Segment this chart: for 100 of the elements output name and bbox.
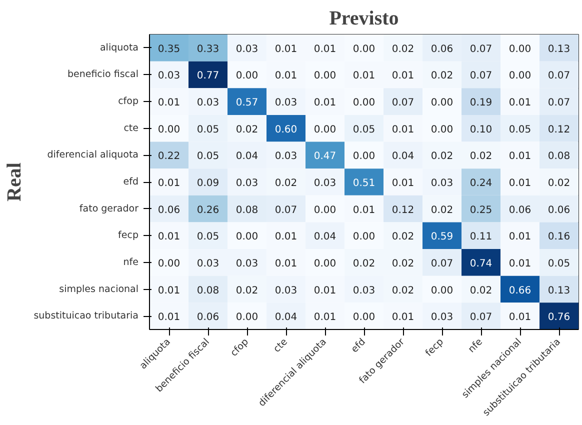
x-tick-label: nfe: [466, 336, 485, 356]
y-tick-label: aliquota: [100, 42, 139, 54]
data-label: 0.00: [352, 151, 376, 162]
data-label: 0.00: [430, 285, 454, 296]
data-label: 0.01: [274, 70, 298, 82]
data-label: 0.03: [430, 178, 454, 189]
data-label: 0.00: [314, 124, 336, 136]
data-label: 0.24: [470, 178, 492, 189]
data-label: 0.01: [158, 312, 180, 324]
data-label: 0.02: [392, 258, 414, 270]
data-label: 0.03: [196, 98, 220, 109]
data-label: 0.12: [392, 204, 414, 216]
data-label: 0.51: [352, 178, 376, 189]
data-label: 0.47: [314, 151, 336, 162]
data-label: 0.06: [508, 204, 532, 216]
y-tick-label: nfe: [123, 256, 139, 268]
data-label: 0.01: [392, 124, 414, 136]
data-label: 0.11: [470, 232, 492, 243]
data-label: 0.01: [508, 258, 532, 270]
data-label: 0.01: [352, 70, 376, 82]
data-label: 0.00: [314, 204, 336, 216]
data-label: 0.05: [196, 124, 220, 136]
data-label: 0.60: [274, 124, 298, 136]
data-label: 0.01: [158, 98, 180, 109]
data-label: 0.02: [392, 44, 414, 55]
data-label: 0.01: [158, 232, 180, 243]
data-label: 0.05: [196, 151, 220, 162]
data-label: 0.06: [548, 204, 570, 216]
data-label: 0.02: [352, 258, 376, 270]
data-label: 0.00: [352, 44, 376, 55]
data-label: 0.01: [352, 204, 376, 216]
data-label: 0.59: [430, 232, 454, 243]
data-label: 0.22: [158, 151, 180, 162]
data-label: 0.04: [274, 312, 298, 324]
data-label: 0.66: [508, 285, 532, 296]
data-label: 0.57: [236, 98, 258, 109]
data-label: 0.00: [236, 70, 258, 82]
data-label: 0.03: [274, 98, 298, 109]
data-label: 0.08: [196, 285, 220, 296]
data-label: 0.01: [508, 232, 532, 243]
data-label: 0.13: [548, 44, 570, 55]
data-label: 0.01: [314, 285, 336, 296]
data-label: 0.06: [430, 44, 454, 55]
data-label: 0.02: [274, 178, 298, 189]
data-label: 0.00: [508, 44, 532, 55]
y-tick-label: simples nacional: [59, 284, 138, 295]
data-label: 0.01: [314, 312, 336, 324]
data-label: 0.01: [392, 312, 414, 324]
data-label: 0.04: [392, 151, 414, 162]
data-label: 0.13: [548, 285, 570, 296]
data-label: 0.02: [430, 151, 454, 162]
data-label: 0.00: [430, 98, 454, 109]
data-label: 0.02: [470, 151, 492, 162]
data-label: 0.02: [236, 124, 258, 136]
data-label: 0.76: [548, 312, 570, 324]
y-tick-label: fecp: [118, 230, 139, 242]
data-label: 0.00: [314, 258, 336, 270]
y-tick-label: cfop: [118, 96, 139, 108]
data-label: 0.00: [508, 70, 532, 82]
data-label: 0.03: [236, 258, 258, 270]
data-label: 0.01: [158, 285, 180, 296]
data-label: 0.05: [196, 232, 220, 243]
data-label: 0.07: [548, 98, 570, 109]
data-label: 0.02: [392, 232, 414, 243]
x-tick-label: cte: [272, 336, 290, 355]
data-label: 0.03: [430, 312, 454, 324]
x-tick-label: cfop: [228, 336, 251, 359]
data-label: 0.04: [236, 151, 258, 162]
data-label: 0.02: [470, 285, 492, 296]
data-label: 0.08: [548, 151, 570, 162]
data-label: 0.00: [158, 258, 180, 270]
data-label: 0.07: [392, 98, 414, 109]
data-label: 0.03: [352, 285, 376, 296]
data-label: 0.02: [236, 285, 258, 296]
data-label: 0.03: [196, 258, 220, 270]
data-label: 0.03: [236, 178, 258, 189]
data-label: 0.03: [314, 178, 336, 189]
data-label: 0.05: [352, 124, 376, 136]
data-label: 0.07: [274, 204, 298, 216]
data-label: 0.08: [236, 204, 258, 216]
data-label: 0.00: [352, 98, 376, 109]
y-tick-label: cte: [124, 122, 139, 134]
data-label: 0.07: [470, 70, 492, 82]
data-label: 0.07: [430, 258, 454, 270]
data-label: 0.03: [274, 285, 298, 296]
x-tick-label: efd: [349, 336, 368, 356]
data-label: 0.01: [274, 44, 298, 55]
data-label: 0.07: [470, 44, 492, 55]
data-label: 0.03: [158, 70, 180, 82]
y-tick-label: substituicao tributaria: [34, 310, 138, 322]
data-label: 0.03: [236, 44, 258, 55]
y-tick-label: efd: [123, 176, 139, 188]
data-label: 0.26: [196, 204, 220, 216]
data-label: 0.19: [470, 98, 492, 109]
data-label: 0.03: [274, 151, 298, 162]
chart-title: Previsto: [329, 8, 399, 30]
data-label: 0.05: [548, 258, 570, 270]
data-label: 0.02: [430, 70, 454, 82]
data-label: 0.77: [196, 70, 220, 82]
data-label: 0.01: [274, 232, 298, 243]
